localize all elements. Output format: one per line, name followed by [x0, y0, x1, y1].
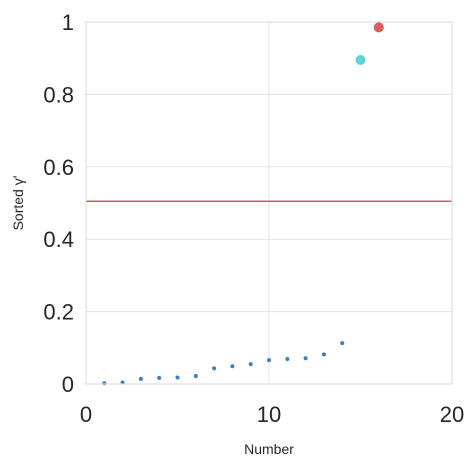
x-axis-label: Number: [244, 441, 294, 457]
y-tick-label: 0.6: [43, 155, 74, 180]
data-point: [321, 352, 326, 357]
plot-frame: [85, 21, 453, 385]
data-point: [230, 364, 235, 369]
y-tick-labels: 0 0.2 0.4 0.6 0.8 1: [43, 10, 74, 397]
data-point: [303, 356, 308, 361]
y-tick-label: 0.8: [43, 82, 74, 107]
y-tick-label: 0.2: [43, 300, 74, 325]
x-tick-label: 10: [257, 402, 281, 427]
x-tick-label: 0: [80, 402, 92, 427]
y-tick-label: 0: [62, 372, 74, 397]
data-point: [138, 376, 143, 381]
data-points: [102, 22, 384, 386]
data-point: [355, 55, 366, 66]
data-point: [157, 375, 162, 380]
data-point: [193, 374, 198, 379]
data-point: [175, 375, 180, 380]
data-point: [102, 381, 107, 386]
data-point: [248, 362, 253, 367]
data-point: [340, 341, 345, 346]
data-point: [373, 22, 384, 33]
data-point: [267, 358, 271, 363]
x-tick-labels: 0 10 20: [80, 402, 464, 427]
data-point: [285, 357, 290, 362]
y-axis-label: Sorted γ': [10, 176, 26, 231]
y-tick-label: 1: [62, 10, 74, 35]
data-point: [212, 366, 217, 371]
x-tick-label: 20: [440, 402, 464, 427]
y-tick-label: 0.4: [43, 227, 74, 252]
